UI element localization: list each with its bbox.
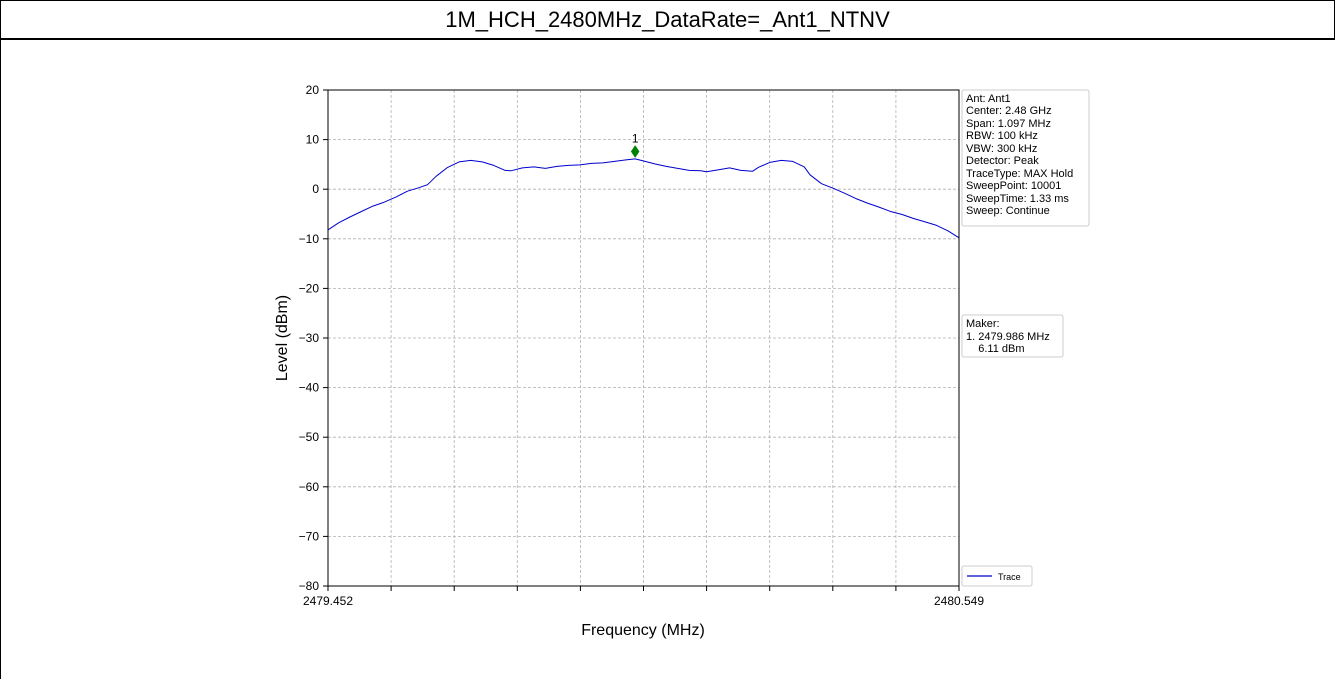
info-line: TraceType: MAX Hold — [966, 168, 1073, 180]
marker-label: 1 — [632, 132, 639, 146]
legend: Trace — [961, 565, 1033, 587]
legend-label: Trace — [998, 572, 1021, 582]
y-tick-label: 20 — [306, 83, 320, 97]
marker-layer: 1 — [630, 132, 640, 158]
info-line: Span: 1.097 MHz — [966, 118, 1051, 130]
info-line: Center: 2.48 GHz — [966, 105, 1052, 117]
title-divider — [0, 38, 1335, 40]
legend-frame — [961, 565, 1033, 587]
x-axis-title: Frequency (MHz) — [581, 622, 705, 639]
y-axis-title: Level (dBm) — [274, 295, 291, 381]
frame-top-border — [0, 0, 1335, 1]
marker-box-line: 1. 2479.986 MHz — [966, 331, 1050, 343]
x-tick-label: 2480.549 — [934, 594, 984, 608]
y-tick-label: −60 — [299, 480, 320, 494]
y-tick-label: 10 — [306, 133, 320, 147]
x-tick-label: 2479.452 — [303, 594, 353, 608]
info-line: VBW: 300 kHz — [966, 143, 1037, 155]
trace-line — [327, 158, 960, 239]
page-title: 1M_HCH_2480MHz_DataRate=_Ant1_NTNV — [445, 6, 890, 32]
marker-box-line: Maker: — [966, 318, 1000, 330]
marker-box-line: 6.11 dBm — [966, 343, 1025, 355]
marker-box: Maker: 1. 2479.986 MHz 6.11 dBm — [961, 314, 1064, 358]
info-line: RBW: 100 kHz — [966, 130, 1038, 142]
info-box-frame — [961, 89, 1090, 227]
grid-layer — [328, 90, 959, 586]
marker-box-frame — [961, 314, 1064, 358]
info-line: Ant: Ant1 — [966, 93, 1011, 105]
y-tick-label: −10 — [299, 232, 320, 246]
series-layer — [327, 158, 960, 239]
y-tick-label: −80 — [299, 579, 320, 593]
info-box: Ant: Ant1 Center: 2.48 GHz Span: 1.097 M… — [961, 89, 1090, 227]
info-line: Detector: Peak — [966, 155, 1039, 167]
y-tick-label: −30 — [299, 331, 320, 345]
y-tick-label: −70 — [299, 529, 320, 543]
marker-point — [630, 145, 640, 158]
y-tick-label: −20 — [299, 281, 320, 295]
y-tick-label: −40 — [299, 381, 320, 395]
info-line: SweepPoint: 10001 — [966, 180, 1061, 192]
info-line: Sweep: Continue — [966, 205, 1050, 217]
info-line: SweepTime: 1.33 ms — [966, 193, 1069, 205]
y-tick-label: 0 — [312, 182, 319, 196]
frame-left-border — [0, 0, 1, 679]
y-tick-label: −50 — [299, 430, 320, 444]
